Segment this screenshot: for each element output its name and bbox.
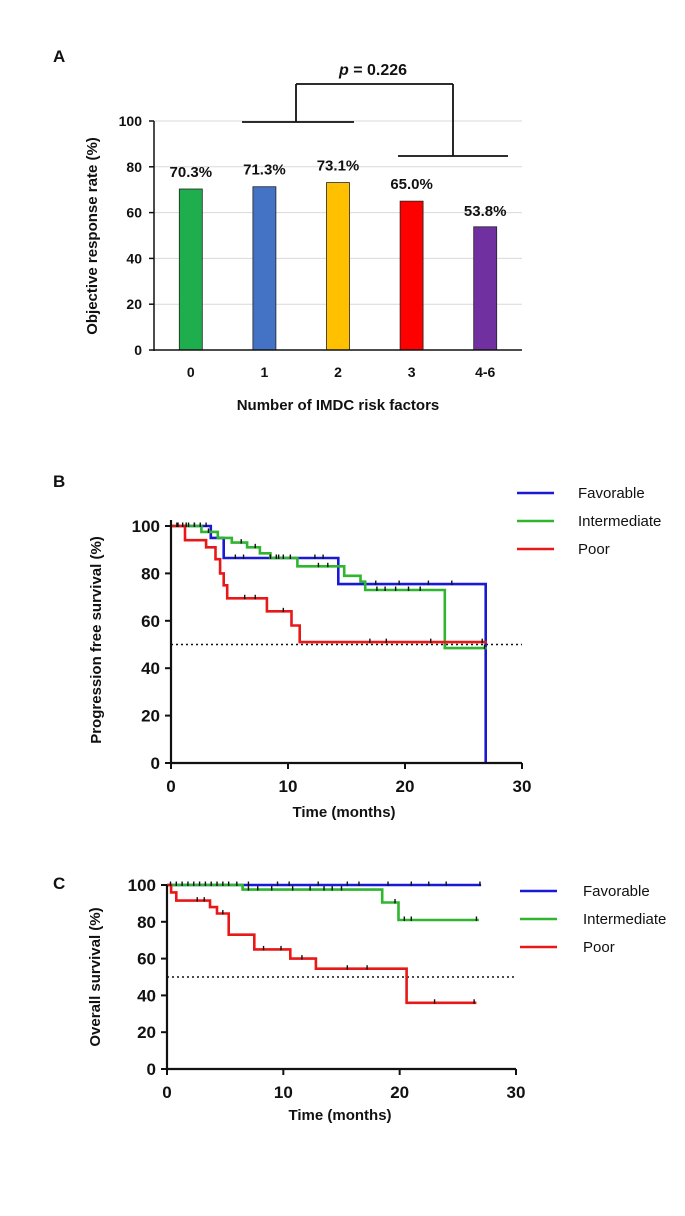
panel-b-letter: B [53, 472, 65, 491]
panel-c-legend: Favorable Intermediate Poor [520, 883, 666, 956]
km-curve-intermediate [167, 883, 479, 922]
panel-a-value-labels: 70.3% 71.3% 73.1% 65.0% 53.8% [170, 158, 507, 220]
panel-b-curves [171, 522, 487, 763]
bar-value-label: 73.1% [317, 158, 360, 175]
km-curve-poor [167, 883, 477, 1005]
y-tick-label: 60 [141, 612, 160, 631]
km-curve-intermediate [171, 524, 487, 650]
y-tick-label: 20 [137, 1023, 156, 1042]
panel-b-x-label: Time (months) [292, 804, 395, 821]
y-tick-label: 20 [126, 296, 142, 312]
y-tick-label: 80 [137, 913, 156, 932]
bar-value-label: 70.3% [170, 164, 213, 181]
x-tick-label: 1 [261, 364, 269, 380]
panel-a-x-ticks: 0 1 2 3 4-6 [187, 364, 496, 380]
y-tick-label: 80 [126, 159, 142, 175]
bar-0 [178, 188, 203, 351]
x-tick-label: 0 [187, 364, 195, 380]
y-tick-label: 40 [137, 986, 156, 1005]
x-tick-label: 2 [334, 364, 342, 380]
significance-bracket [242, 83, 508, 157]
panel-c-curves [167, 881, 482, 1005]
panel-c-y-label: Overall survival (%) [87, 907, 104, 1046]
y-tick-label: 100 [132, 517, 160, 536]
x-tick-label: 0 [166, 777, 175, 796]
panel-a-letter: A [53, 47, 65, 66]
y-tick-label: 80 [141, 564, 160, 583]
panel-b-y-ticks: 0 20 40 60 80 100 [132, 517, 171, 773]
bar-3 [399, 200, 424, 351]
x-tick-label: 3 [408, 364, 416, 380]
x-tick-label: 10 [274, 1083, 293, 1102]
y-tick-label: 60 [126, 205, 142, 221]
x-tick-label: 20 [396, 777, 415, 796]
y-tick-label: 40 [141, 659, 160, 678]
x-tick-label: 4-6 [475, 364, 495, 380]
legend-label-poor: Poor [583, 939, 615, 956]
legend-label-intermediate: Intermediate [578, 513, 661, 530]
panel-a-y-ticks: 0 20 40 60 80 100 [119, 113, 154, 358]
panel-c-letter: C [53, 874, 65, 893]
y-tick-label: 100 [119, 113, 143, 129]
bar-value-label: 53.8% [464, 203, 507, 220]
km-curve-favorable [171, 524, 487, 763]
p-value-annotation: p = 0.226 [338, 62, 407, 79]
bar-2 [326, 182, 350, 351]
y-tick-label: 60 [137, 950, 156, 969]
panel-b: B 0 20 40 60 80 100 0 10 20 30 Progression free … [53, 472, 661, 821]
x-tick-label: 30 [507, 1083, 526, 1102]
panel-a-x-label: Number of IMDC risk factors [237, 397, 440, 414]
x-tick-label: 20 [390, 1083, 409, 1102]
panel-a-y-label: Objective response rate (%) [84, 137, 101, 335]
bar-1 [252, 186, 277, 351]
panel-c-x-label: Time (months) [288, 1107, 391, 1124]
y-tick-label: 0 [147, 1060, 156, 1079]
panel-b-y-label: Progression free survival (%) [88, 536, 105, 744]
panel-b-x-ticks: 0 10 20 30 [166, 763, 531, 796]
panel-c: C 0 20 40 60 80 100 0 10 20 30 Overall survival … [53, 874, 666, 1124]
panel-c-x-ticks: 0 10 20 30 [162, 1069, 525, 1102]
km-curve-poor [171, 524, 487, 644]
y-tick-label: 0 [134, 342, 142, 358]
bar-value-label: 71.3% [243, 162, 286, 179]
bar-4-6 [473, 226, 498, 351]
x-tick-label: 10 [279, 777, 298, 796]
bar-value-label: 65.0% [390, 176, 433, 193]
panel-a: A 0 20 40 60 80 100 0 1 2 3 4-6 70.3% 71.3% 73.1% 65… [53, 47, 522, 414]
y-tick-label: 100 [128, 876, 156, 895]
p-value: = 0.226 [349, 62, 407, 79]
panel-c-y-ticks: 0 20 40 60 80 100 [128, 876, 167, 1079]
y-tick-label: 0 [151, 754, 160, 773]
legend-label-favorable: Favorable [583, 883, 650, 900]
y-tick-label: 20 [141, 707, 160, 726]
legend-label-poor: Poor [578, 541, 610, 558]
x-tick-label: 0 [162, 1083, 171, 1102]
y-tick-label: 40 [126, 250, 142, 266]
panel-b-legend: Favorable Intermediate Poor [517, 485, 661, 558]
panel-a-bars [178, 182, 498, 351]
p-symbol: p [338, 62, 349, 79]
x-tick-label: 30 [513, 777, 532, 796]
legend-label-intermediate: Intermediate [583, 911, 666, 928]
legend-label-favorable: Favorable [578, 485, 645, 502]
